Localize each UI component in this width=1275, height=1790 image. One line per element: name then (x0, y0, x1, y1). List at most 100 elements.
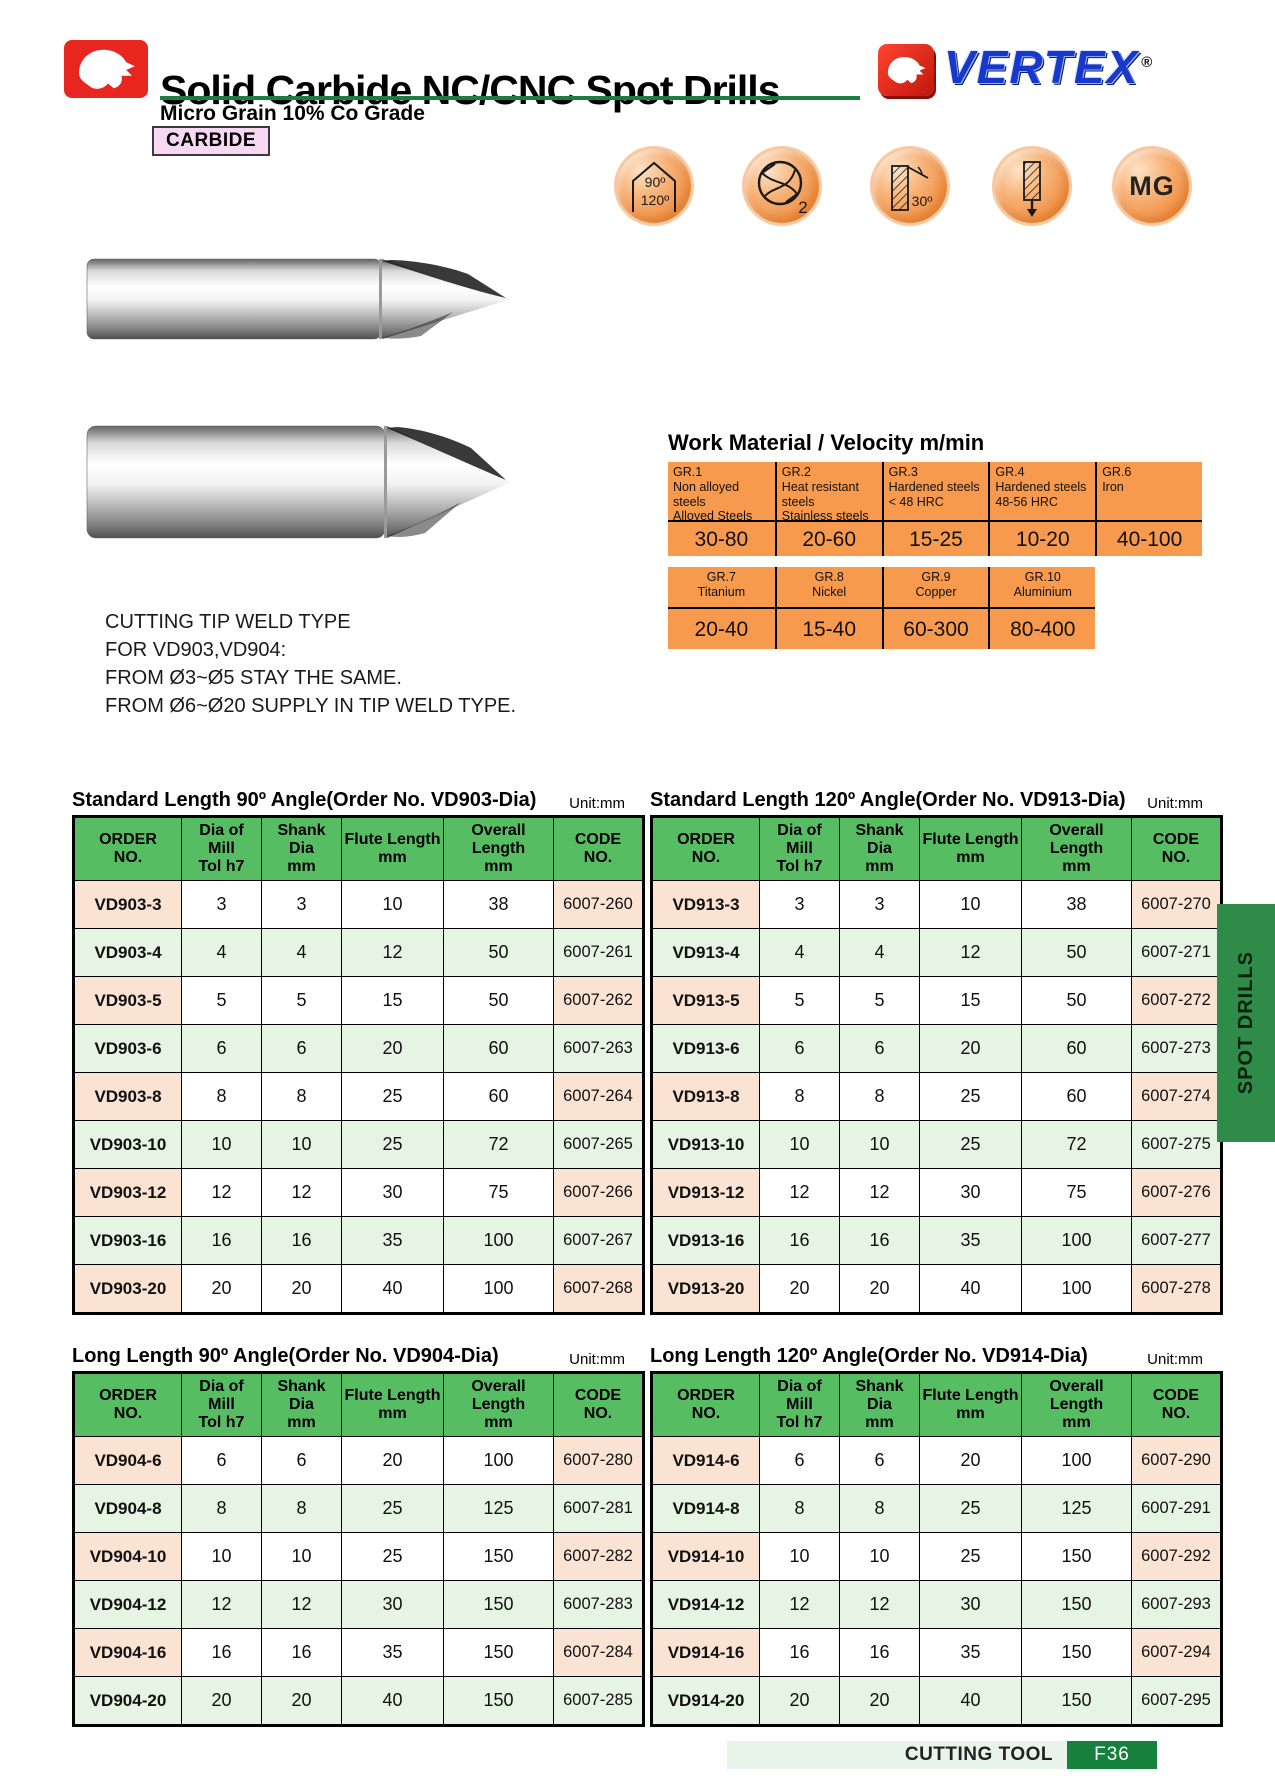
value-cell: 20 (181, 1264, 262, 1314)
value-cell: 16 (759, 1216, 840, 1265)
footer-label: CUTTING TOOL (904, 1744, 1053, 1765)
material-code: GR.4 (995, 465, 1025, 479)
column-header: ORDER NO. (651, 1372, 760, 1437)
code-no-cell: 6007-268 (553, 1264, 644, 1314)
code-no-cell: 6007-270 (1131, 880, 1222, 929)
order-no-cell: VD914-16 (651, 1628, 760, 1677)
value-cell: 12 (759, 1168, 840, 1217)
value-cell: 72 (443, 1120, 554, 1169)
value-cell: 16 (759, 1628, 840, 1677)
order-no-cell: VD903-4 (73, 928, 182, 977)
order-no-cell: VD904-16 (73, 1628, 182, 1677)
note-line: FROM Ø3~Ø5 STAY THE SAME. (105, 667, 402, 689)
code-no-cell: 6007-293 (1131, 1580, 1222, 1629)
table-row: VD903-3 3 3 10 38 6007-260 (73, 880, 644, 929)
value-cell: 16 (839, 1628, 920, 1677)
material-code: GR.10 (1024, 570, 1061, 584)
value-cell: 150 (1021, 1676, 1132, 1726)
velocity-value: 15-40 (774, 607, 882, 649)
order-no-cell: VD903-20 (73, 1264, 182, 1314)
value-cell: 25 (919, 1072, 1022, 1121)
value-cell: 8 (181, 1072, 262, 1121)
value-cell: 150 (443, 1580, 554, 1629)
code-no-cell: 6007-295 (1131, 1676, 1222, 1726)
value-cell: 12 (341, 928, 444, 977)
material-desc: Hardened steels < 48 HRC (888, 479, 980, 509)
value-cell: 100 (1021, 1264, 1132, 1314)
column-header: ORDER NO. (651, 816, 760, 881)
value-cell: 100 (443, 1216, 554, 1265)
work-material-section: Work Material / Velocity m/min GR.1 Non a… (668, 430, 1204, 649)
eagle-icon (79, 49, 135, 89)
material-code: GR.6 (1102, 465, 1132, 479)
table-row: VD903-10 10 10 25 72 6007-265 (73, 1120, 644, 1169)
value-cell: 20 (919, 1436, 1022, 1485)
code-no-cell: 6007-273 (1131, 1024, 1222, 1073)
table-row: VD904-8 8 8 25 125 6007-281 (73, 1484, 644, 1533)
code-no-cell: 6007-283 (553, 1580, 644, 1629)
value-cell: 100 (443, 1436, 554, 1485)
table-title: Long Length 90º Angle(Order No. VD904-Di… (72, 1345, 499, 1367)
value-cell: 8 (839, 1072, 920, 1121)
order-no-cell: VD904-12 (73, 1580, 182, 1629)
code-no-cell: 6007-275 (1131, 1120, 1222, 1169)
order-no-cell: VD914-6 (651, 1436, 760, 1485)
table-row: VD903-4 4 4 12 50 6007-261 (73, 928, 644, 977)
unit-label: Unit:mm (1147, 795, 1203, 812)
order-no-cell: VD913-5 (651, 976, 760, 1025)
value-cell: 100 (443, 1264, 554, 1314)
carbide-badge: CARBIDE (152, 126, 271, 156)
order-no-cell: VD914-8 (651, 1484, 760, 1533)
order-no-cell: VD913-10 (651, 1120, 760, 1169)
page-number: F36 (1094, 1744, 1130, 1765)
value-cell: 16 (181, 1628, 262, 1677)
code-no-cell: 6007-278 (1131, 1264, 1222, 1314)
value-cell: 8 (839, 1484, 920, 1533)
table-row: VD914-6 6 6 20 100 6007-290 (651, 1436, 1222, 1485)
value-cell: 16 (839, 1216, 920, 1265)
column-header: Flute Length mm (919, 816, 1022, 881)
velocity-value: 40-100 (1095, 520, 1202, 556)
value-cell: 3 (759, 880, 840, 929)
value-cell: 100 (1021, 1216, 1132, 1265)
value-cell: 38 (1021, 880, 1132, 929)
table-row: VD914-10 10 10 25 150 6007-292 (651, 1532, 1222, 1581)
order-no-cell: VD904-10 (73, 1532, 182, 1581)
eagle-icon (887, 57, 926, 84)
vertex-eagle-logo (878, 44, 934, 96)
note-line: FOR VD903,VD904: (105, 639, 287, 661)
value-cell: 35 (919, 1216, 1022, 1265)
table-row: VD903-20 20 20 40 100 6007-268 (73, 1264, 644, 1314)
code-no-cell: 6007-282 (553, 1532, 644, 1581)
code-no-cell: 6007-280 (553, 1436, 644, 1485)
brand-eagle-logo (64, 40, 148, 98)
value-cell: 25 (341, 1484, 444, 1533)
velocity-value: 60-300 (881, 607, 989, 649)
column-header: Overall Length mm (443, 1372, 554, 1437)
value-cell: 150 (1021, 1580, 1132, 1629)
spec-table-grid: ORDER NO. Dia of Mill Tol h7 Shank Dia mm F… (650, 1371, 1223, 1727)
value-cell: 3 (261, 880, 342, 929)
value-cell: 3 (839, 880, 920, 929)
spot-drill-photo-standard (86, 258, 511, 340)
svg-text:2: 2 (798, 198, 807, 217)
material-desc: Titanium (697, 584, 746, 599)
spec-table-long-120: Long Length 120º Angle(Order No. VD914-D… (650, 1342, 1223, 1727)
value-cell: 8 (181, 1484, 262, 1533)
work-material-group-2: GR.7 Titanium GR.8 Nickel GR.9 Copper GR.10 Alu… (668, 567, 1096, 649)
page-title: Solid Carbide NC/CNC Spot Drills (160, 67, 780, 114)
value-cell: 20 (261, 1676, 342, 1726)
table-row: VD904-20 20 20 40 150 6007-285 (73, 1676, 644, 1726)
value-cell: 8 (759, 1072, 840, 1121)
flute-count-icon: 2 (742, 146, 822, 226)
order-no-cell: VD903-10 (73, 1120, 182, 1169)
value-cell: 6 (839, 1436, 920, 1485)
value-cell: 35 (341, 1628, 444, 1677)
material-code: GR.9 (921, 570, 951, 584)
value-cell: 8 (261, 1484, 342, 1533)
footer-page-number: F36 (1067, 1741, 1157, 1769)
value-cell: 12 (839, 1168, 920, 1217)
order-no-cell: VD913-8 (651, 1072, 760, 1121)
spec-table-grid: ORDER NO. Dia of Mill Tol h7 Shank Dia mm F… (72, 1371, 645, 1727)
code-no-cell: 6007-265 (553, 1120, 644, 1169)
